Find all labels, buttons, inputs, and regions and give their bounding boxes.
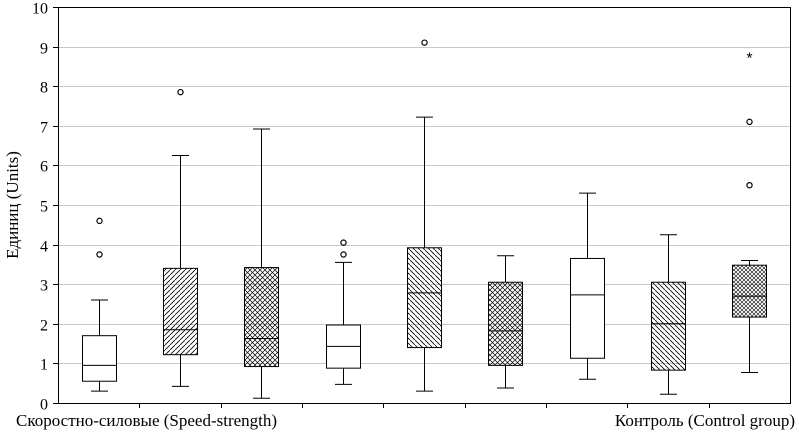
y-axis-label: Единиц (Units) — [3, 151, 22, 259]
box-6 — [488, 255, 523, 389]
y-tick-label-5: 5 — [40, 199, 48, 216]
box-8-body — [651, 281, 686, 371]
box-1-outlier-0 — [96, 251, 103, 258]
y-tick-label-8: 8 — [40, 80, 48, 97]
box-1-outlier-1 — [96, 217, 103, 225]
box-2 — [163, 88, 198, 387]
y-tick-label-9: 9 — [40, 41, 48, 58]
y-tick-label-7: 7 — [40, 120, 48, 137]
box-1 — [82, 217, 117, 392]
box-9-body — [732, 264, 767, 318]
box-3 — [244, 128, 279, 399]
box-9-outlier-0 — [746, 181, 753, 189]
box-5-outlier-0 — [421, 39, 428, 46]
box-6-body — [488, 281, 523, 366]
y-tick-label-10: 10 — [32, 1, 48, 18]
y-tick-label-6: 6 — [40, 159, 48, 176]
group-label-speed-strength: Скоростно-силовые (Speed-strength) — [16, 411, 277, 430]
y-axis: 0 1 2 3 4 5 6 7 8 9 10 — [32, 1, 710, 414]
box-8 — [651, 234, 686, 395]
box-9-outlier-1 — [746, 118, 753, 126]
box-4-outlier-1 — [340, 239, 347, 246]
box-2-body — [163, 267, 198, 356]
box-1-body — [82, 335, 117, 382]
box-4 — [326, 239, 361, 385]
box-5 — [407, 39, 442, 392]
plot-frame — [58, 7, 791, 404]
box-7-body — [570, 257, 605, 359]
box-4-outlier-0 — [340, 251, 347, 258]
box-3-body — [244, 267, 279, 368]
box-9: * — [732, 51, 767, 374]
y-tick-label-1: 1 — [40, 357, 48, 374]
box-7 — [570, 192, 605, 380]
box-2-outlier-0 — [177, 88, 184, 96]
box-5-body — [407, 247, 442, 349]
y-tick-label-0: 0 — [40, 397, 48, 414]
boxes: * — [82, 39, 767, 399]
y-tick-label-4: 4 — [40, 239, 48, 256]
group-label-control: Контроль (Control group) — [615, 411, 795, 430]
y-tick-label-2: 2 — [40, 318, 48, 335]
y-tick-label-3: 3 — [40, 278, 48, 295]
box-9-extreme-0: * — [746, 51, 752, 68]
